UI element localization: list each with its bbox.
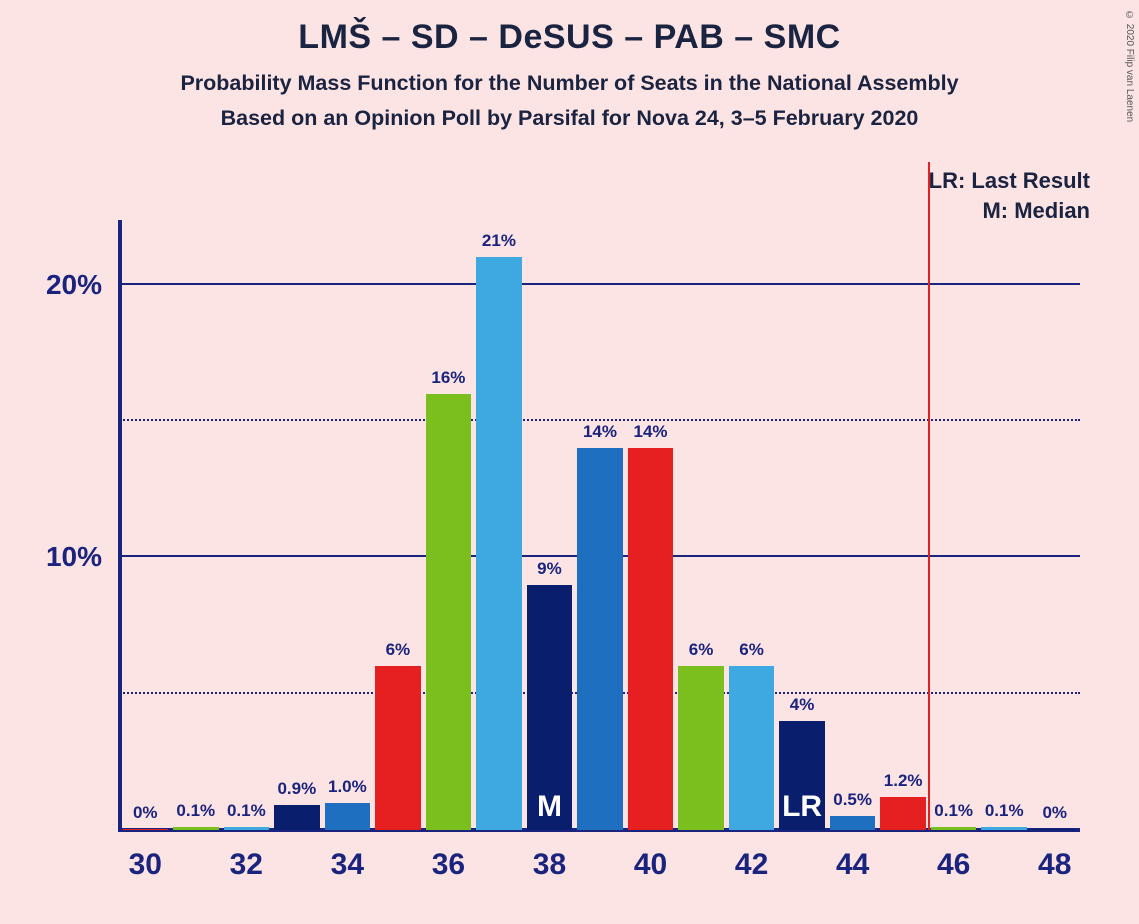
x-tick-label: 44 <box>836 848 869 882</box>
bar: 0.1% <box>224 827 269 830</box>
bar-value-label: 14% <box>634 422 668 442</box>
bar-overlay-label: M <box>537 790 562 824</box>
title-block: LMŠ – SD – DeSUS – PAB – SMC Probability… <box>0 0 1139 131</box>
bar-value-label: 0.1% <box>176 801 215 821</box>
bar-value-label: 0.1% <box>985 801 1024 821</box>
x-tick-label: 40 <box>634 848 667 882</box>
bar: 0.9% <box>274 805 319 830</box>
bar: 0.1% <box>931 827 976 830</box>
bar-value-label: 0.9% <box>277 779 316 799</box>
bar: 6% <box>375 666 420 830</box>
bar: 0.1% <box>981 827 1026 830</box>
bar: 9%M <box>527 585 572 830</box>
x-tick-label: 38 <box>533 848 566 882</box>
copyright-text: © 2020 Filip van Laenen <box>1124 10 1135 122</box>
bar-value-label: 14% <box>583 422 617 442</box>
bar: 6% <box>678 666 723 830</box>
chart-container: © 2020 Filip van Laenen LMŠ – SD – DeSUS… <box>0 0 1139 924</box>
bar-value-label: 6% <box>739 640 764 660</box>
bar-value-label: 4% <box>790 695 815 715</box>
bar: 16% <box>426 394 471 830</box>
bars-group: 0%0.1%0.1%0.9%1.0%6%16%21%9%M14%14%6%6%4… <box>120 230 1080 830</box>
bar-overlay-label: LR <box>782 790 822 824</box>
bar-value-label: 21% <box>482 231 516 251</box>
bar-value-label: 16% <box>431 368 465 388</box>
bar: 1.2% <box>880 797 925 830</box>
bar-value-label: 6% <box>689 640 714 660</box>
bar: 21% <box>476 257 521 830</box>
x-tick-label: 42 <box>735 848 768 882</box>
bar-value-label: 1.0% <box>328 777 367 797</box>
chart-subtitle-1: Probability Mass Function for the Number… <box>0 71 1139 96</box>
bar: 4%LR <box>779 721 824 830</box>
bar: 0% <box>1032 829 1077 830</box>
bar: 14% <box>628 448 673 830</box>
bar-value-label: 6% <box>386 640 411 660</box>
x-tick-label: 30 <box>129 848 162 882</box>
chart-title: LMŠ – SD – DeSUS – PAB – SMC <box>0 18 1139 57</box>
bar: 0% <box>123 829 168 830</box>
plot-area: LR: Last Result M: Median 0%0.1%0.1%0.9%… <box>120 230 1080 830</box>
legend-m: M: Median <box>929 198 1090 224</box>
legend-lr: LR: Last Result <box>929 168 1090 194</box>
legend: LR: Last Result M: Median <box>929 168 1090 228</box>
bar: 14% <box>577 448 622 830</box>
x-tick-label: 32 <box>230 848 263 882</box>
bar-value-label: 0.1% <box>934 801 973 821</box>
last-result-line <box>928 162 930 830</box>
bar-value-label: 9% <box>537 559 562 579</box>
bar-value-label: 0.1% <box>227 801 266 821</box>
bar-value-label: 1.2% <box>884 771 923 791</box>
x-tick-label: 48 <box>1038 848 1071 882</box>
bar: 1.0% <box>325 803 370 830</box>
bar-value-label: 0% <box>1042 803 1067 823</box>
x-tick-label: 34 <box>331 848 364 882</box>
bar: 0.5% <box>830 816 875 830</box>
bar: 0.1% <box>173 827 218 830</box>
x-tick-labels: 30 32 34 36 38 40 42 44 46 48 <box>120 848 1080 888</box>
bar: 6% <box>729 666 774 830</box>
x-tick-label: 46 <box>937 848 970 882</box>
bar-value-label: 0.5% <box>833 790 872 810</box>
y-tick-label: 10% <box>46 541 102 573</box>
x-tick-label: 36 <box>432 848 465 882</box>
y-tick-label: 20% <box>46 269 102 301</box>
chart-subtitle-2: Based on an Opinion Poll by Parsifal for… <box>0 106 1139 131</box>
bar-value-label: 0% <box>133 803 158 823</box>
